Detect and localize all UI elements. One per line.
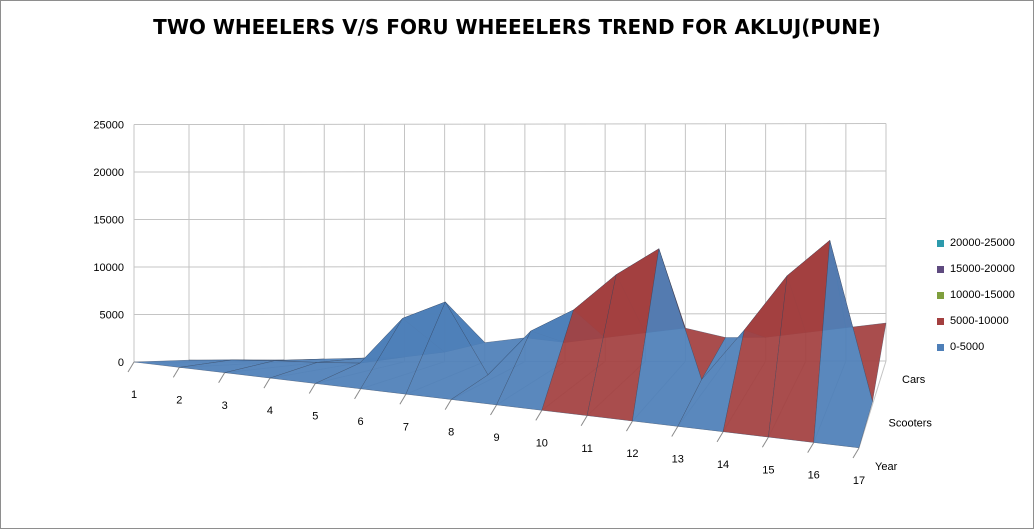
gridline xyxy=(134,265,887,268)
x-tick-mark xyxy=(580,415,588,427)
x-tick-label: 10 xyxy=(536,437,548,449)
legend: 20000-25000 15000-20000 10000-15000 5000… xyxy=(937,230,1033,360)
legend-swatch xyxy=(937,291,944,299)
surface-skirt xyxy=(723,431,769,438)
x-tick-mark xyxy=(172,367,180,378)
x-tick-label: 4 xyxy=(267,405,273,417)
x-tick-mark xyxy=(535,410,543,421)
x-tick-mark xyxy=(807,442,815,453)
legend-label: 10000-15000 xyxy=(950,289,1015,301)
legend-item: 5000-10000 xyxy=(937,308,1033,334)
x-tick-mark xyxy=(490,404,497,416)
z-tick-label: 0 xyxy=(118,357,124,369)
legend-swatch xyxy=(937,239,944,247)
x-tick-label: 14 xyxy=(717,459,729,471)
x-tick-label: 16 xyxy=(808,470,820,482)
z-tick-label: 20000 xyxy=(93,167,124,179)
x-tick-mark xyxy=(852,447,860,459)
surface-skirt xyxy=(541,410,588,416)
legend-swatch xyxy=(937,343,944,351)
x-tick-mark xyxy=(127,361,135,373)
gridline xyxy=(134,170,887,173)
x-tick-label: 3 xyxy=(222,400,228,412)
gridline xyxy=(134,123,887,125)
x-tick-label: 11 xyxy=(581,443,592,455)
x-tick-mark xyxy=(444,399,452,410)
x-tick-label: 12 xyxy=(626,448,638,460)
surface-skirt xyxy=(451,399,497,405)
surface-skirt xyxy=(496,404,542,411)
x-tick-label: 1 xyxy=(131,389,137,401)
x-tick-mark xyxy=(716,431,724,443)
x-tick-mark xyxy=(354,388,361,400)
x-tick-label: 15 xyxy=(762,464,774,476)
x-tick-mark xyxy=(263,377,271,389)
surface-skirt xyxy=(587,415,633,422)
x-tick-label: 17 xyxy=(853,475,865,487)
x-tick-label: 13 xyxy=(672,454,684,466)
legend-label: 15000-20000 xyxy=(950,263,1015,275)
legend-swatch xyxy=(937,265,944,273)
x-tick-label: 2 xyxy=(176,394,182,406)
x-tick-mark xyxy=(671,426,679,437)
surface-skirt xyxy=(224,372,270,379)
surface-skirt xyxy=(405,394,452,400)
surface-skirt xyxy=(315,383,361,389)
surface-skirt xyxy=(768,437,814,443)
z-tick-label: 10000 xyxy=(93,262,124,274)
chart-title: TWO WHEELERS V/S FORU WHEEELERS TREND FO… xyxy=(153,15,881,39)
x-tick-mark xyxy=(761,436,769,448)
surface-skirt xyxy=(632,421,678,427)
legend-item: 0-5000 xyxy=(937,334,1033,360)
surface-skirt xyxy=(677,426,724,432)
x-tick-label: 8 xyxy=(448,427,454,439)
gridline xyxy=(134,218,887,220)
x-tick-mark xyxy=(218,372,226,384)
floor-gridline xyxy=(858,360,887,449)
legend-item: 20000-25000 xyxy=(937,230,1033,256)
x-tick-label: 5 xyxy=(312,411,318,423)
legend-label: 0-5000 xyxy=(950,341,985,353)
z-tick-label: 15000 xyxy=(93,215,124,227)
legend-label: 5000-10000 xyxy=(950,315,1009,327)
z-tick-label: 5000 xyxy=(100,310,124,322)
surface-skirt xyxy=(813,442,859,448)
series-label: Year xyxy=(875,461,898,473)
surface-skirt xyxy=(360,388,406,395)
x-tick-mark xyxy=(626,420,633,432)
x-tick-mark xyxy=(308,383,316,394)
surface-patch xyxy=(813,240,873,448)
legend-swatch xyxy=(937,317,944,325)
legend-item: 10000-15000 xyxy=(937,282,1033,308)
series-label: Scooters xyxy=(889,418,933,430)
x-tick-label: 7 xyxy=(403,421,409,433)
z-tick-label: 25000 xyxy=(93,120,124,132)
surface-skirt xyxy=(179,367,225,373)
x-tick-label: 6 xyxy=(358,416,364,428)
series-label: Cars xyxy=(902,374,926,386)
x-tick-mark xyxy=(399,393,407,405)
legend-label: 20000-25000 xyxy=(950,237,1015,249)
legend-item: 15000-20000 xyxy=(937,256,1033,282)
x-tick-label: 9 xyxy=(493,432,499,444)
